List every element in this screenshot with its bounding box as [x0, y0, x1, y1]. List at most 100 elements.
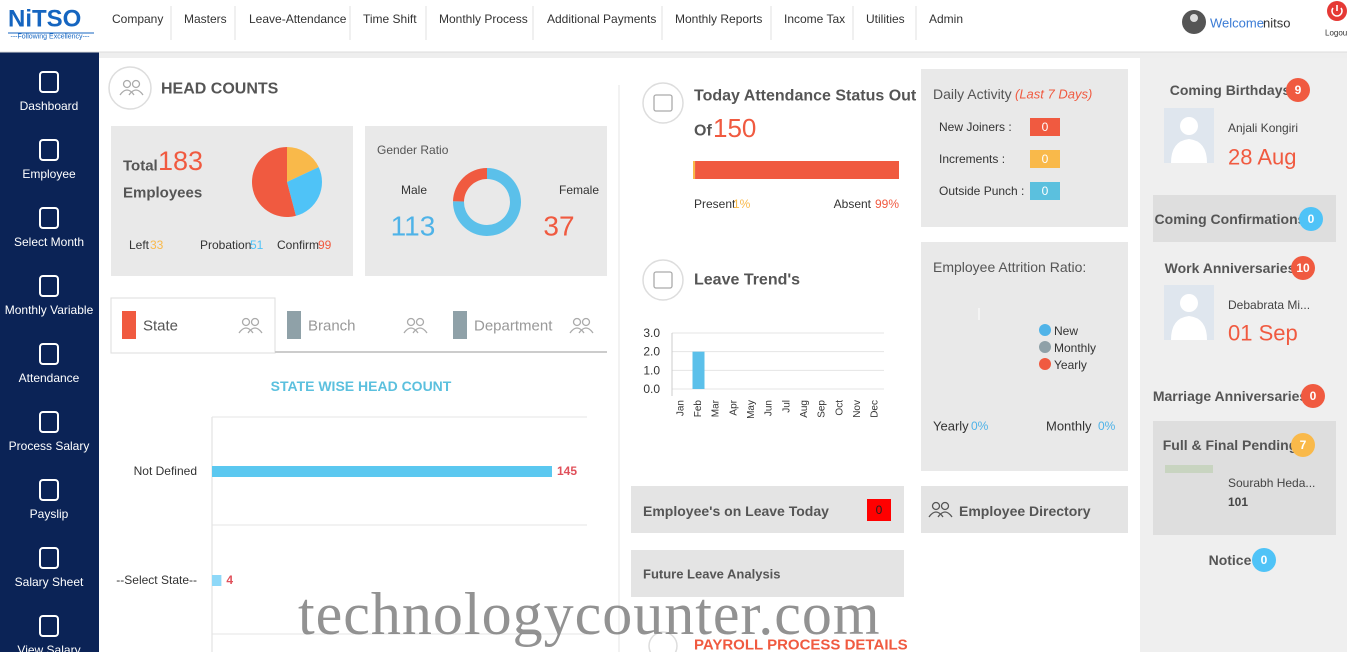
watermark: technologycounter.com — [298, 581, 881, 647]
logo-tagline: ---Following Excellency--- — [11, 34, 91, 41]
sidebar-item[interactable]: Dashboard — [20, 99, 79, 113]
badge — [1291, 256, 1315, 280]
header-shadow — [99, 52, 1347, 58]
menu-item[interactable]: Utilities — [866, 12, 905, 26]
sidebar-icon — [39, 207, 59, 229]
label: Confirm — [277, 238, 319, 252]
sidebar-item[interactable]: Monthly Variable — [5, 303, 94, 317]
count: 0 — [1042, 184, 1049, 198]
menu-item[interactable]: Admin — [929, 12, 963, 26]
photo-head — [1180, 294, 1198, 312]
logout-glyph — [1331, 5, 1343, 17]
header — [0, 0, 1347, 52]
label: Absent — [834, 197, 872, 211]
count-box — [1030, 118, 1060, 136]
icon-circle — [648, 631, 678, 652]
label: Work Anniversaries — [1165, 260, 1296, 276]
menu-item[interactable]: Time Shift — [363, 12, 417, 26]
menu-item[interactable]: Monthly Reports — [675, 12, 762, 26]
menu-item[interactable]: Monthly Process — [439, 12, 528, 26]
x-tick-label: Feb — [693, 400, 704, 418]
icon-circle — [642, 82, 684, 124]
card[interactable] — [921, 486, 1128, 533]
icon-glyph — [653, 94, 673, 112]
tab[interactable]: State — [143, 318, 178, 335]
user-avatar-head — [1190, 14, 1198, 22]
sidebar-item[interactable]: Attendance — [19, 371, 80, 385]
people-icon — [238, 327, 263, 334]
legend-label: New — [1054, 324, 1078, 338]
people-icon — [406, 317, 416, 327]
company-logo — [1165, 465, 1213, 473]
section-title: Today Attendance Status Out — [694, 88, 917, 105]
people-icon — [940, 501, 950, 511]
label: Employee Directory — [959, 503, 1091, 519]
menu-item[interactable]: Leave-Attendance — [249, 12, 347, 26]
sidebar-item[interactable]: Process Salary — [9, 439, 90, 453]
date: 01 Sep — [1228, 321, 1298, 346]
menu-item[interactable]: Company — [112, 12, 163, 26]
card[interactable] — [631, 486, 904, 533]
people-icon — [241, 317, 251, 327]
badge-count: 10 — [1296, 261, 1310, 275]
legend-dot — [1039, 324, 1051, 336]
people-icon — [403, 327, 428, 334]
count-box — [1030, 182, 1060, 200]
value: 99% — [875, 197, 899, 211]
menu-item[interactable]: Income Tax — [784, 12, 845, 26]
photo-body — [1171, 316, 1207, 340]
x-tick-label: Oct — [834, 400, 845, 416]
section-title: Leave Trend's — [694, 272, 800, 289]
y-tick-label: 1.0 — [643, 363, 660, 377]
legend-dot — [1039, 341, 1051, 353]
badge — [1252, 548, 1276, 572]
sidebar-item[interactable]: Select Month — [14, 235, 84, 249]
category-label: --Select State-- — [116, 573, 197, 587]
sidebar-icon — [39, 615, 59, 637]
sidebar-item[interactable]: Employee — [22, 167, 76, 181]
sidebar-item[interactable]: Payslip — [30, 507, 69, 521]
chart-title: STATE WISE HEAD COUNT — [271, 378, 452, 394]
logout[interactable]: Logou — [1325, 29, 1347, 38]
label: Employee Attrition Ratio: — [933, 259, 1086, 275]
sidebar-icon — [39, 479, 59, 501]
count: 0 — [1042, 120, 1049, 134]
label: Outside Punch : — [939, 184, 1024, 198]
label: Employees — [123, 185, 202, 202]
x-tick-label: Dec — [870, 400, 881, 418]
sidebar-icon — [39, 411, 59, 433]
label: (Last 7 Days) — [1015, 87, 1092, 102]
x-tick-label: Aug — [799, 400, 810, 418]
y-tick-label: 2.0 — [643, 345, 660, 359]
label: Probation — [200, 238, 251, 252]
icon-glyph — [653, 271, 673, 289]
label: Gender Ratio — [377, 143, 449, 157]
tab[interactable]: Branch — [308, 318, 356, 335]
people-icon — [569, 327, 594, 334]
sidebar-item[interactable]: Salary Sheet — [15, 575, 84, 589]
badge — [1291, 433, 1315, 457]
bar — [212, 575, 222, 586]
sidebar-item[interactable]: View Salary — [17, 643, 80, 652]
label: Daily Activity — [933, 86, 1012, 102]
card[interactable] — [631, 550, 904, 597]
menu-item[interactable]: Masters — [184, 12, 227, 26]
legend-label: Yearly — [1054, 358, 1087, 372]
value: 37 — [543, 211, 574, 242]
value: 0% — [971, 419, 989, 433]
tab-marker — [122, 311, 136, 339]
badge — [1299, 207, 1323, 231]
section-title: HEAD COUNTS — [161, 81, 279, 98]
count: 0 — [1042, 152, 1049, 166]
legend-dot — [1039, 358, 1051, 370]
x-tick-label: Sep — [817, 400, 828, 418]
bar — [212, 466, 552, 477]
count-box — [1030, 150, 1060, 168]
sidebar-icon — [39, 71, 59, 93]
menu-item[interactable]: Additional Payments — [547, 12, 656, 26]
tab[interactable]: Department — [474, 318, 553, 335]
label: Employee's on Leave Today — [643, 503, 829, 519]
badge-count: 0 — [1310, 389, 1317, 403]
